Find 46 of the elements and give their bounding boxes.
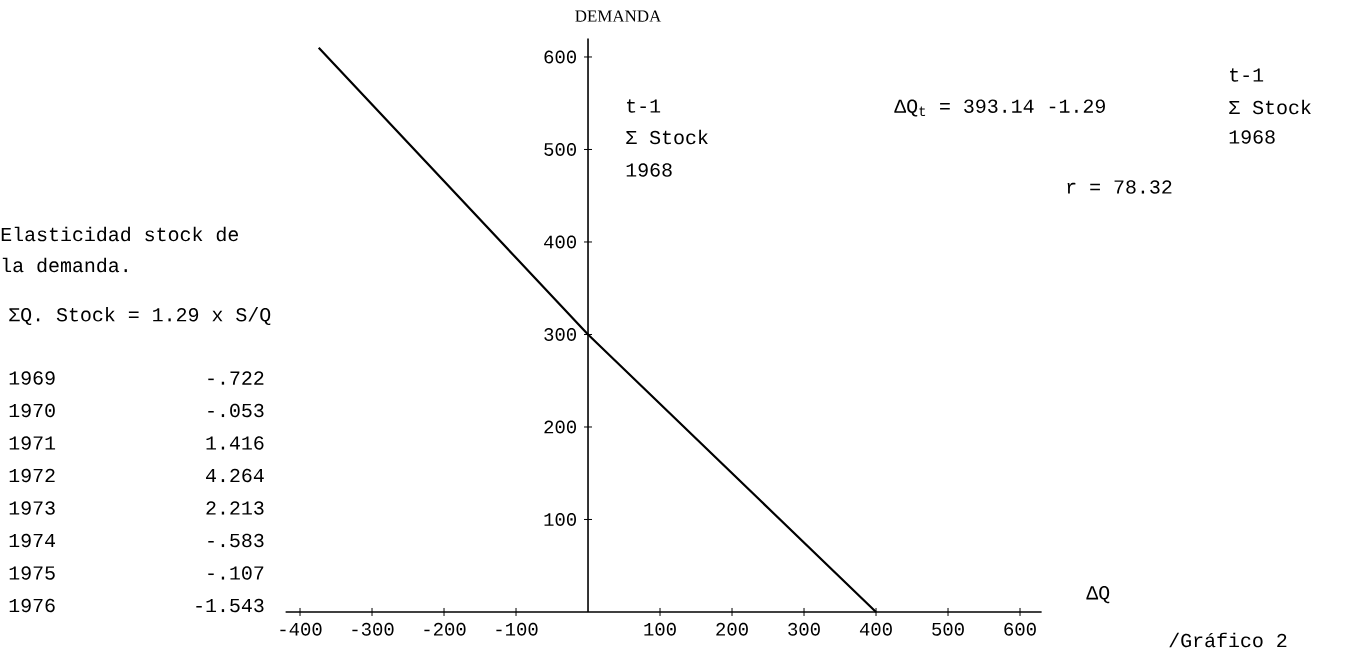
text: 1.416 (206, 436, 264, 450)
x-tick-label: 100 (644, 622, 676, 636)
text: la demanda. (2, 257, 127, 273)
text: -.053 (208, 403, 264, 418)
x-axis-title: ΔQ (1086, 586, 1110, 604)
text: 1970 (9, 403, 55, 418)
text: -.722 (208, 371, 264, 385)
y-tick-label: 600 (544, 50, 576, 64)
text: t-1 (1230, 68, 1264, 82)
x-tick-label: 300 (788, 622, 820, 636)
x-tick-label: -100 (496, 622, 538, 636)
x-tick-label: 200 (716, 622, 748, 636)
text: -.583 (208, 533, 264, 548)
y-tick-label: 200 (544, 420, 576, 434)
x-tick-label: -300 (352, 622, 394, 636)
text: 1968 (1229, 130, 1275, 144)
y-axis-title: DEMANDA (575, 10, 662, 22)
x-tick-label: 400 (859, 622, 892, 636)
x-tick-label: 600 (1004, 622, 1036, 636)
annotation: Σ Stock (626, 129, 708, 145)
text: 1973 (9, 501, 55, 515)
text: -1.543 (196, 598, 264, 613)
text: 1969 (9, 371, 55, 385)
text: /Gráfico 2 (1169, 632, 1287, 648)
y-tick-label: 100 (544, 513, 576, 526)
text: 1975 (9, 566, 55, 580)
text: 2.213 (206, 501, 264, 515)
text: 1971 (9, 436, 56, 450)
text: r = 78.32 (1067, 180, 1172, 194)
annotation: 1968 (626, 163, 672, 177)
x-tick-label: -200 (424, 622, 466, 636)
y-tick-label: 400 (544, 235, 576, 249)
text: ΣQ. Stock = 1.29 x S/Q (9, 306, 271, 326)
text: 1972 (9, 468, 55, 483)
text: -.107 (208, 566, 264, 580)
y-tick-label: 300 (544, 328, 576, 341)
x-tick-label: 500 (932, 622, 964, 636)
x-tick-label: -400 (280, 622, 322, 636)
text: Elasticidad stock de (1, 226, 238, 242)
text: 1976 (9, 598, 55, 613)
text: Σ Stock (1229, 99, 1311, 115)
y-tick-label: 500 (544, 143, 576, 156)
annotation: t-1 (627, 99, 661, 113)
text: 1974 (9, 533, 56, 548)
annotation: ΔQ$_{t}$ = 393.14 -1.29 (894, 99, 1105, 117)
text: 4.264 (206, 468, 264, 483)
